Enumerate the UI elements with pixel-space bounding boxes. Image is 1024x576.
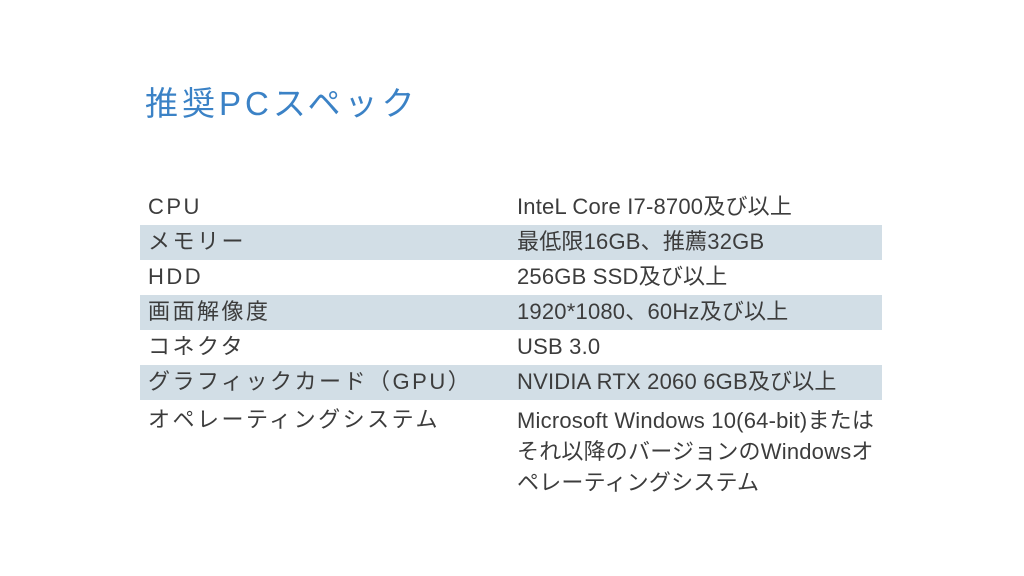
row-value: InteL Core I7-8700及び以上 [517, 194, 793, 220]
row-label: メモリー [148, 229, 247, 255]
row-value: NVIDIA RTX 2060 6GB及び以上 [517, 369, 837, 395]
table-row-os: オペレーティングシステム Microsoft Windows 10(64-bit… [140, 400, 882, 506]
row-value: 1920*1080、60Hz及び以上 [517, 299, 789, 325]
row-label: HDD [148, 264, 204, 290]
row-value: 256GB SSD及び以上 [517, 264, 728, 290]
row-label: オペレーティングシステム [148, 407, 441, 432]
table-row-gpu: グラフィックカード（GPU） NVIDIA RTX 2060 6GB及び以上 [140, 365, 882, 400]
table-row-memory: メモリー 最低限16GB、推薦32GB [140, 225, 882, 260]
row-value: Microsoft Windows 10(64-bit)またはそれ以降のバージョ… [517, 408, 875, 495]
row-value: USB 3.0 [517, 334, 601, 360]
row-label: CPU [148, 194, 202, 220]
page-title: 推奨PCスペック [145, 85, 419, 122]
row-label: コネクタ [148, 334, 246, 360]
table-row-hdd: HDD 256GB SSD及び以上 [140, 260, 882, 295]
table-row-cpu: CPU InteL Core I7-8700及び以上 [140, 190, 882, 225]
spec-table: CPU InteL Core I7-8700及び以上 メモリー 最低限16GB、… [140, 190, 882, 506]
row-value: 最低限16GB、推薦32GB [517, 229, 765, 255]
row-label: 画面解像度 [148, 299, 271, 325]
table-row-connector: コネクタ USB 3.0 [140, 330, 882, 365]
table-row-resolution: 画面解像度 1920*1080、60Hz及び以上 [140, 295, 882, 330]
row-label: グラフィックカード（GPU） [148, 369, 473, 395]
